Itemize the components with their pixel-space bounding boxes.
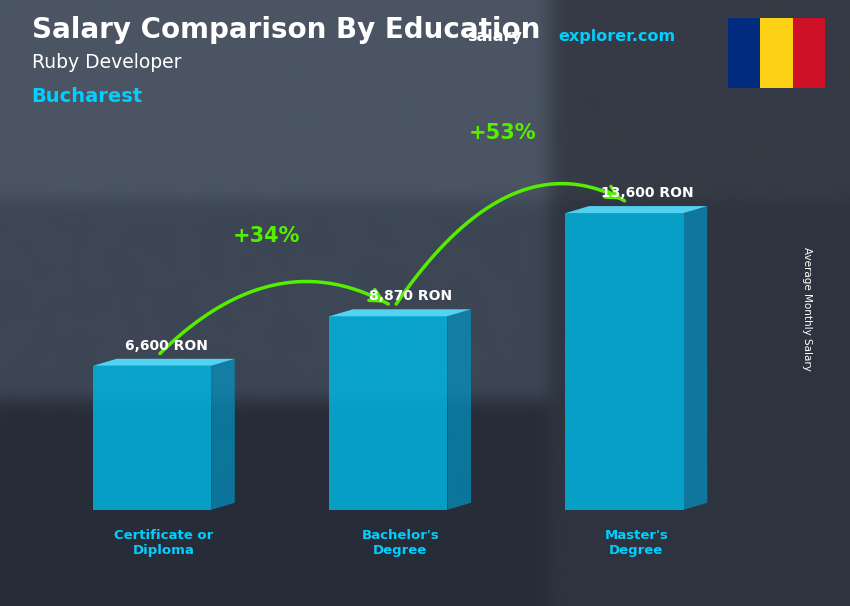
Text: Ruby Developer: Ruby Developer <box>31 53 181 72</box>
Text: Certificate or
Diploma: Certificate or Diploma <box>114 529 213 557</box>
Bar <box>93 366 211 510</box>
Text: +34%: +34% <box>233 227 300 247</box>
Text: +53%: +53% <box>468 123 536 143</box>
Text: Average Monthly Salary: Average Monthly Salary <box>802 247 813 371</box>
Text: 13,600 RON: 13,600 RON <box>601 186 694 200</box>
Bar <box>760 18 793 88</box>
Text: explorer.com: explorer.com <box>558 29 675 44</box>
Polygon shape <box>683 206 707 510</box>
Text: Master's
Degree: Master's Degree <box>604 529 668 557</box>
Text: Salary Comparison By Education: Salary Comparison By Education <box>31 16 540 44</box>
Text: Bucharest: Bucharest <box>31 87 143 106</box>
Bar <box>329 316 447 510</box>
Text: 8,870 RON: 8,870 RON <box>369 289 451 303</box>
Polygon shape <box>447 309 471 510</box>
Text: Bachelor's
Degree: Bachelor's Degree <box>361 529 439 557</box>
Polygon shape <box>329 309 471 316</box>
Text: 6,600 RON: 6,600 RON <box>125 339 207 353</box>
Bar <box>793 18 825 88</box>
Polygon shape <box>211 359 235 510</box>
Bar <box>728 18 760 88</box>
Bar <box>565 213 683 510</box>
Text: salary: salary <box>468 29 523 44</box>
Polygon shape <box>565 206 707 213</box>
Polygon shape <box>93 359 235 366</box>
